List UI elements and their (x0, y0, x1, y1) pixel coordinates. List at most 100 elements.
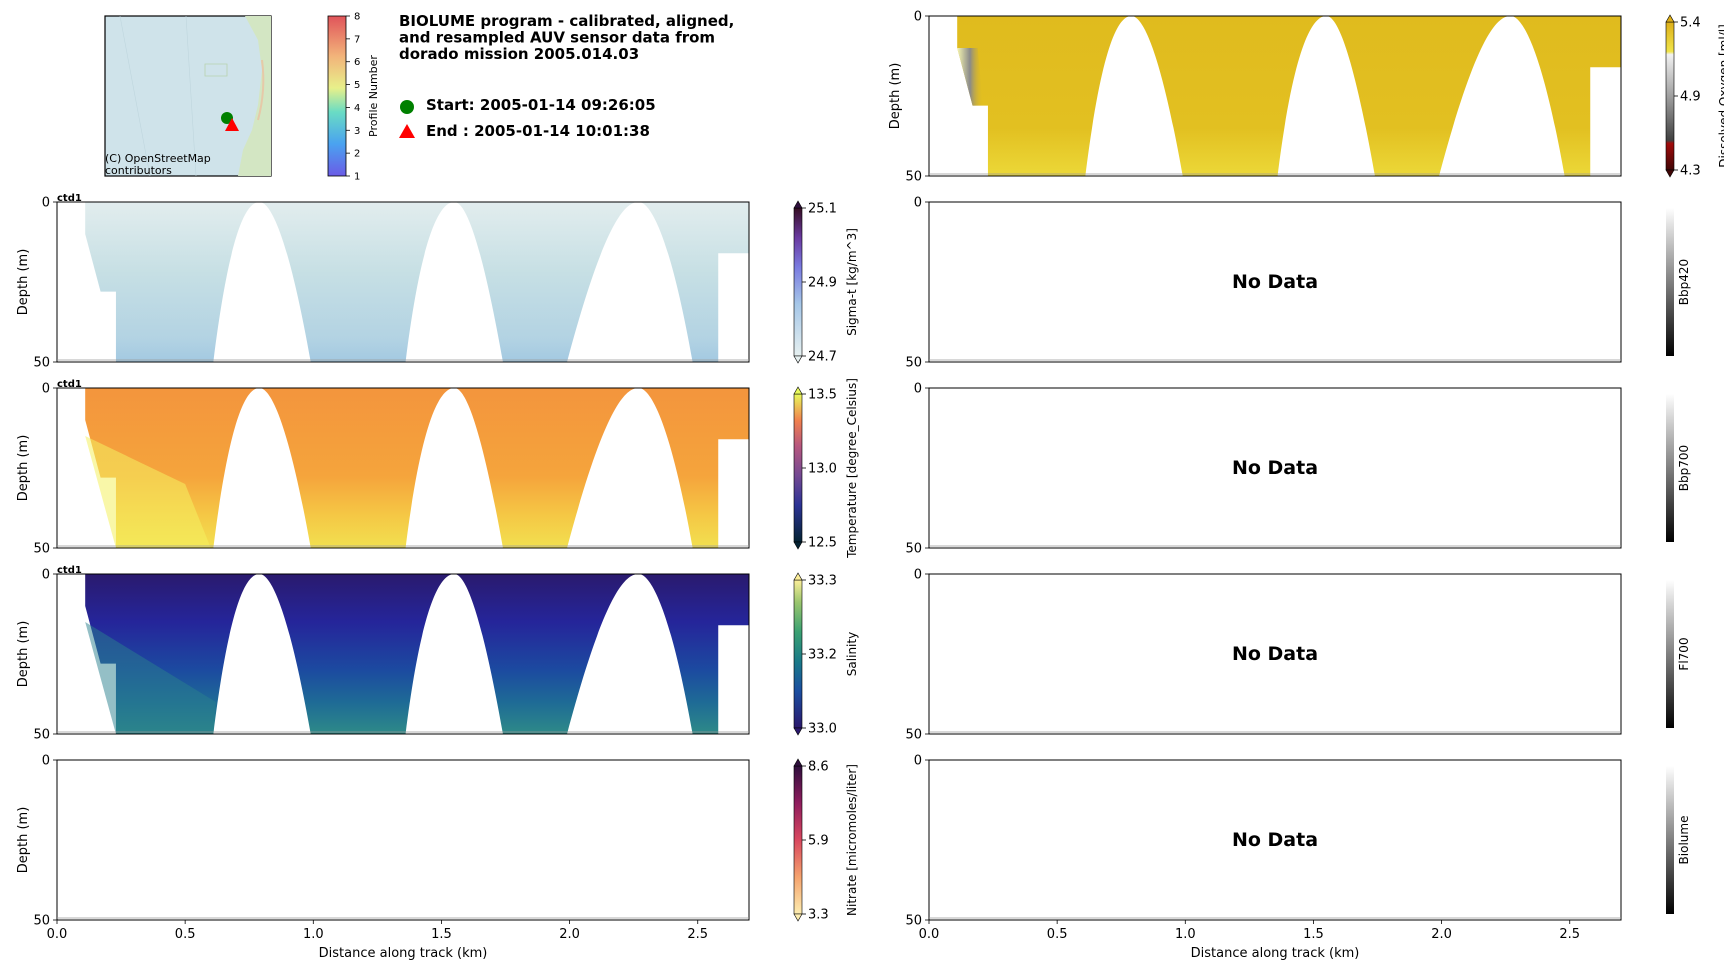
colorbar-bbp420: Bbp420 (1666, 208, 1691, 356)
colorbar-tick-label: 5.4 (1680, 16, 1701, 31)
y-tick-label: 50 (905, 728, 922, 743)
colorbar-label: Bbp420 (1677, 259, 1691, 305)
panel-left-4-nitrate: 0 50 Depth (m) 0.0 0.5 1.0 1.5 2.0 2.5 Distance a… (16, 754, 859, 962)
y-axis-label: Depth (m) (16, 807, 31, 874)
y-tick-label: 50 (905, 542, 922, 557)
y-tick-label: 0 (42, 568, 50, 583)
no-data-label: No Data (1232, 271, 1318, 293)
y-tick-label: 0 (914, 568, 922, 583)
axes-frame (56, 759, 750, 921)
colorbar-tick-label: 5.9 (808, 834, 829, 849)
axes-frame (56, 201, 750, 363)
x-tick-label: 0.5 (1047, 927, 1068, 942)
x-tick-label: 2.5 (687, 927, 708, 942)
colorbar-tick-label: 33.0 (808, 722, 837, 737)
profile-tick-label: 8 (354, 12, 360, 23)
colorbar-dissolved_oxygen: 5.4 4.9 4.3 Dissolved Oxygen [ml/l] (1665, 14, 1724, 179)
no-data-label: No Data (1232, 829, 1318, 851)
profile-tick-label: 5 (354, 80, 360, 91)
start-label: Start: 2005-01-14 09:26:05 (426, 96, 656, 114)
y-tick-label: 0 (914, 754, 922, 769)
colorbar-fl700: Fl700 (1666, 580, 1691, 728)
x-axis-label: Distance along track (km) (319, 946, 488, 961)
colorbar-tick-label: 24.7 (808, 350, 837, 365)
land-shape (238, 16, 271, 176)
panel-left-1-sigma_t: ctd1 0 50 Depth (m) 25.1 24.9 24.7 Sigma-t [kg/… (16, 193, 859, 371)
y-tick-label: 0 (914, 196, 922, 211)
x-tick-label: 2.5 (1559, 927, 1580, 942)
panel-right-1-bbp420: No Data 0 50 Bbp420 (905, 196, 1691, 371)
y-axis-label: Depth (m) (888, 63, 903, 130)
axes-frame (56, 387, 750, 549)
y-tick-label: 50 (905, 170, 922, 185)
section-data (85, 202, 749, 362)
y-tick-label: 0 (42, 382, 50, 397)
section-data (85, 574, 749, 734)
no-data-label: No Data (1232, 643, 1318, 665)
panel-left-3-salinity: ctd1 0 50 Depth (m) 33.3 33.2 33.0 Salinity (16, 565, 859, 743)
colorbar-label: Dissolved Oxygen [ml/l] (1717, 24, 1724, 168)
x-tick-label: 1.0 (1175, 927, 1196, 942)
colorbar-tick-label: 8.6 (808, 760, 829, 775)
colorbar-label: Salinity (845, 632, 859, 676)
map-end-marker (225, 118, 239, 131)
x-tick-label: 1.5 (431, 927, 452, 942)
colorbar-tick-label: 25.1 (808, 202, 837, 217)
colorbar-tick-label: 4.3 (1680, 164, 1701, 179)
section-data (957, 16, 1621, 176)
x-tick-label: 2.0 (559, 927, 580, 942)
colorbar-label: Sigma-t [kg/m^3] (845, 228, 859, 336)
panel-left-2-temperature: ctd1 0 50 Depth (m) 13.5 13.0 12.5 Temperature … (16, 378, 859, 559)
colorbar-label: Nitrate [micromoles/liter] (845, 764, 859, 916)
axes-frame (928, 387, 1622, 549)
y-tick-label: 50 (33, 542, 50, 557)
panel-right-3-fl700: No Data 0 50 Fl700 (905, 568, 1691, 743)
colorbar-tick-label: 4.9 (1680, 90, 1701, 105)
colorbar-label: Biolume (1677, 816, 1691, 865)
x-tick-label: 0.0 (47, 927, 68, 942)
colorbar-nitrate: 8.6 5.9 3.3 Nitrate [micromoles/liter] (793, 758, 859, 923)
section-data (85, 388, 749, 548)
y-tick-label: 0 (914, 382, 922, 397)
y-tick-label: 50 (905, 356, 922, 371)
panel-right-2-bbp700: No Data 0 50 Bbp700 (905, 382, 1691, 557)
y-tick-label: 50 (33, 728, 50, 743)
colorbar-label: Temperature [degree_Celsius] (845, 378, 859, 559)
profile-colorbar-label: Profile Number (367, 55, 380, 137)
profile-tick-label: 7 (354, 34, 360, 45)
start-marker-icon (400, 100, 414, 114)
colorbar-label: Bbp700 (1677, 445, 1691, 491)
section-fill (85, 202, 749, 362)
panel-right-4-biolume: No Data 0 500.0 0.5 1.0 1.5 2.0 2.5 Distance alo… (905, 754, 1691, 962)
y-tick-label: 0 (42, 196, 50, 211)
section-fill (85, 388, 749, 548)
axes-frame (928, 573, 1622, 735)
y-tick-label: 50 (33, 914, 50, 929)
end-label: End : 2005-01-14 10:01:38 (426, 122, 650, 140)
x-axis-label: Distance along track (km) (1191, 946, 1360, 961)
panel-right-0-dissolved_oxygen: 0 50 Depth (m) 5.4 4.9 4.3 Dissolved Oxygen [m… (888, 10, 1724, 185)
colorbar-bbp700: Bbp700 (1666, 394, 1691, 542)
profile-tick-label: 3 (354, 126, 360, 137)
y-tick-label: 0 (914, 10, 922, 25)
x-tick-label: 1.0 (303, 927, 324, 942)
colorbar-label: Fl700 (1677, 637, 1691, 670)
instrument-tag: ctd1 (57, 193, 82, 204)
profile-colorbar: 1 2 3 4 5 6 7 8 Profile Number (327, 12, 380, 183)
profile-tick-label: 1 (354, 172, 360, 183)
axes-frame (56, 573, 750, 735)
axes-frame (928, 759, 1622, 921)
profile-tick-label: 2 (354, 149, 360, 160)
section-fill (957, 16, 1621, 176)
profile-tick-label: 6 (354, 57, 360, 68)
map-start-marker (221, 112, 233, 124)
instrument-tag: ctd1 (57, 379, 82, 390)
colorbar-tick-label: 13.0 (808, 462, 837, 477)
section-fill (85, 574, 749, 734)
locator-map: (C) OpenStreetMap contributors (104, 15, 272, 177)
y-tick-label: 50 (905, 914, 922, 929)
map-attribution: (C) OpenStreetMap contributors (105, 152, 211, 177)
x-tick-label: 1.5 (1303, 927, 1324, 942)
colorbar-sigma_t: 25.1 24.9 24.7 Sigma-t [kg/m^3] (793, 200, 859, 365)
